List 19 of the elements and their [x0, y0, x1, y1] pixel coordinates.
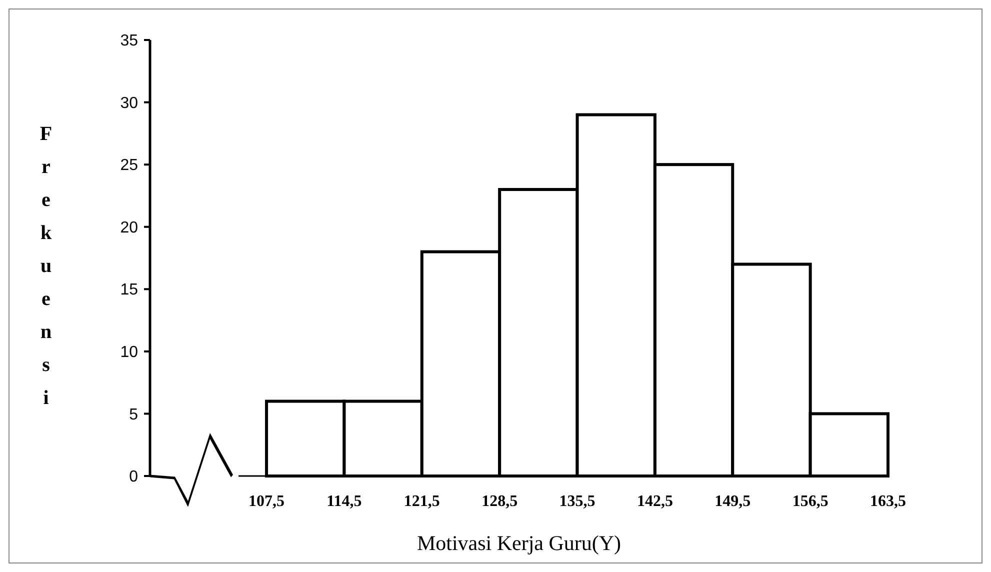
- x-axis-title: Motivasi Kerja Guru(Y): [416, 531, 622, 555]
- x-tick-label: 163,5: [870, 493, 906, 510]
- x-tick-label: 114,5: [326, 493, 362, 510]
- x-tick-label: 107,5: [248, 493, 285, 510]
- x-tick-label: 128,5: [482, 493, 518, 510]
- y-tick-label: 30: [120, 94, 138, 112]
- x-tick-label: 149,5: [714, 493, 751, 510]
- x-tick-label: 121,5: [404, 493, 440, 510]
- y-tick-label: 0: [129, 468, 138, 486]
- x-tick-label: 135,5: [559, 493, 596, 510]
- x-tick-label: 142,5: [636, 493, 673, 510]
- y-tick-label: 5: [129, 406, 138, 424]
- text: Frekuensi: [40, 123, 52, 409]
- x-tick-label: 156,5: [792, 493, 828, 510]
- y-tick-label: 15: [120, 282, 138, 299]
- y-tick-label: 20: [120, 219, 138, 236]
- y-tick-label: 35: [120, 32, 138, 50]
- y-tick-label: 10: [120, 344, 138, 362]
- y-tick-label: 25: [120, 157, 138, 174]
